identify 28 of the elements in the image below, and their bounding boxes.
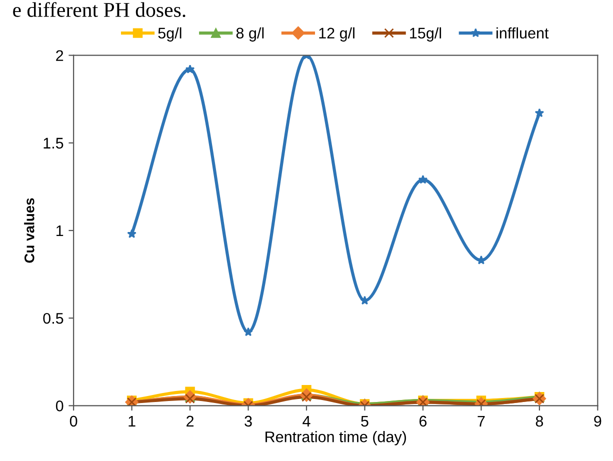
point xyxy=(185,64,195,74)
text: e different PH doses. xyxy=(13,2,186,18)
legend-label: 12 g/l xyxy=(319,27,354,42)
point xyxy=(244,327,253,336)
y-tick-label: 1 xyxy=(56,226,64,236)
legend-label: 8 g/l xyxy=(236,27,264,42)
x-tick-label: 2 xyxy=(186,416,194,426)
x-axis-title: Rentration time (day) xyxy=(266,431,406,446)
x-tick-label: 5 xyxy=(361,416,368,427)
point xyxy=(127,229,136,238)
x-tick-label: 7 xyxy=(478,416,485,426)
legend-label: 15g/l xyxy=(410,27,442,42)
y-tick-label: 1.5 xyxy=(44,138,64,149)
y-tick-label: 0.5 xyxy=(43,312,64,324)
x-tick-label: 6 xyxy=(420,416,427,427)
point xyxy=(418,174,428,184)
legend-label: 5g/l xyxy=(158,27,182,42)
point xyxy=(534,108,544,118)
x-tick-label: 9 xyxy=(594,416,602,427)
x-tick-label: 3 xyxy=(244,416,252,427)
y-tick-label: 0 xyxy=(56,400,64,412)
x-tick-label: 4 xyxy=(302,416,310,426)
y-tick-label: 2 xyxy=(56,50,64,61)
x-tick-label: 0 xyxy=(70,416,78,427)
x-tick-label: 1 xyxy=(128,416,136,426)
legend-label: inffluent xyxy=(496,27,549,39)
x-tick-label: 8 xyxy=(536,416,544,427)
y-axis-title: Cu values xyxy=(24,198,34,263)
